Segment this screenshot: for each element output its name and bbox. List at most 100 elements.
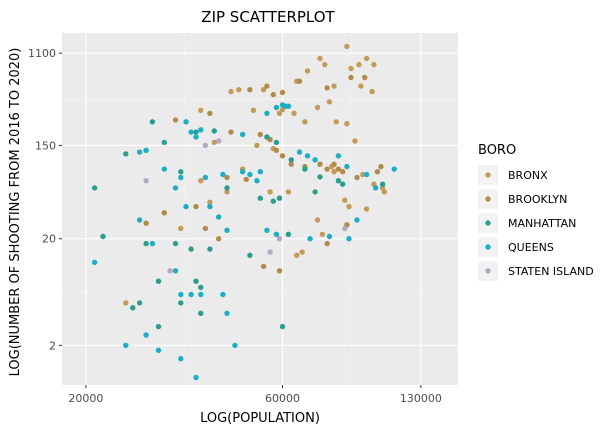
data-point	[161, 210, 167, 216]
data-point	[188, 291, 194, 298]
data-point	[267, 249, 273, 255]
data-point	[202, 142, 209, 149]
data-point	[319, 231, 326, 237]
data-point	[202, 225, 209, 232]
data-point	[264, 134, 270, 140]
data-point	[363, 171, 370, 178]
data-point	[276, 110, 283, 117]
axis-ticks: 20000 60000 130000 2 20 150 1100	[28, 47, 442, 405]
data-point	[340, 169, 346, 175]
data-point	[335, 153, 342, 159]
chart-title: ZIP SCATTERPLOT	[201, 8, 335, 26]
data-point	[143, 147, 149, 153]
data-point	[346, 203, 352, 210]
legend-label: STATEN ISLAND	[508, 265, 594, 278]
data-point	[178, 291, 184, 298]
data-point	[342, 197, 348, 203]
legend-label: QUEENS	[508, 241, 554, 254]
data-point	[326, 233, 333, 240]
data-point	[379, 181, 386, 187]
data-point	[172, 240, 179, 247]
data-point	[331, 161, 337, 167]
data-point	[167, 268, 173, 274]
data-point	[374, 169, 381, 175]
data-point	[193, 129, 199, 135]
data-point	[178, 300, 184, 306]
data-point	[236, 87, 242, 93]
data-point	[369, 88, 375, 95]
data-point	[257, 195, 263, 201]
legend-label: BROOKLYN	[508, 193, 567, 206]
series-queens	[91, 102, 397, 381]
data-point	[172, 117, 179, 123]
data-point	[264, 227, 270, 233]
data-point	[288, 157, 294, 163]
data-point	[178, 169, 184, 175]
legend-marker	[485, 244, 491, 250]
data-point	[314, 104, 321, 111]
data-point	[373, 185, 379, 191]
data-point	[224, 174, 230, 181]
data-point	[232, 342, 238, 349]
data-point	[273, 147, 280, 153]
data-point	[193, 203, 199, 210]
data-point	[123, 300, 129, 306]
data-point	[136, 149, 143, 155]
data-point	[198, 310, 204, 316]
data-point	[360, 171, 366, 178]
data-point	[260, 263, 267, 270]
data-point	[228, 88, 234, 95]
data-point	[207, 246, 213, 252]
data-point	[317, 55, 323, 62]
data-point	[273, 139, 280, 146]
data-point	[276, 195, 283, 201]
data-point	[155, 323, 162, 330]
data-point	[331, 169, 337, 175]
data-point	[324, 166, 330, 172]
data-point	[363, 206, 370, 212]
series-staten-island	[143, 138, 348, 274]
data-point	[270, 198, 276, 204]
data-point	[291, 110, 297, 117]
data-point	[198, 178, 204, 184]
data-point	[324, 85, 330, 91]
y-axis-title: LOG(NUMBER OF SHOOTING FROM 2016 TO 2020…	[8, 48, 23, 377]
x-tick-label: 60000	[265, 392, 300, 405]
data-point	[340, 181, 346, 187]
y-tick-label: 20	[42, 233, 56, 246]
data-point	[247, 87, 253, 93]
data-point	[143, 240, 149, 247]
data-point	[207, 199, 213, 205]
data-points	[91, 43, 397, 381]
data-point	[143, 220, 149, 226]
data-point	[123, 151, 129, 157]
data-point	[211, 128, 217, 134]
data-point	[136, 217, 143, 223]
data-point	[220, 171, 226, 178]
data-point	[91, 185, 98, 191]
data-point	[279, 89, 286, 96]
data-point	[123, 342, 129, 349]
data-point	[243, 176, 249, 183]
legend-title: BORO	[478, 143, 516, 158]
data-point	[193, 134, 199, 140]
data-point	[378, 163, 384, 170]
y-tick-label: 150	[35, 139, 56, 152]
data-point	[317, 161, 323, 167]
data-point	[247, 171, 253, 178]
data-point	[183, 119, 189, 125]
data-point	[224, 185, 230, 191]
data-point	[264, 110, 270, 117]
data-point	[193, 374, 199, 381]
y-tick-label: 2	[49, 339, 56, 352]
data-point	[348, 74, 354, 81]
data-point	[198, 291, 204, 298]
x-tick-label: 20000	[68, 392, 103, 405]
data-point	[207, 110, 213, 117]
data-point	[331, 83, 337, 89]
legend-marker	[485, 196, 491, 202]
series-manhattan	[91, 119, 386, 330]
data-point	[296, 78, 303, 84]
data-point	[172, 268, 179, 274]
data-point	[296, 149, 303, 155]
